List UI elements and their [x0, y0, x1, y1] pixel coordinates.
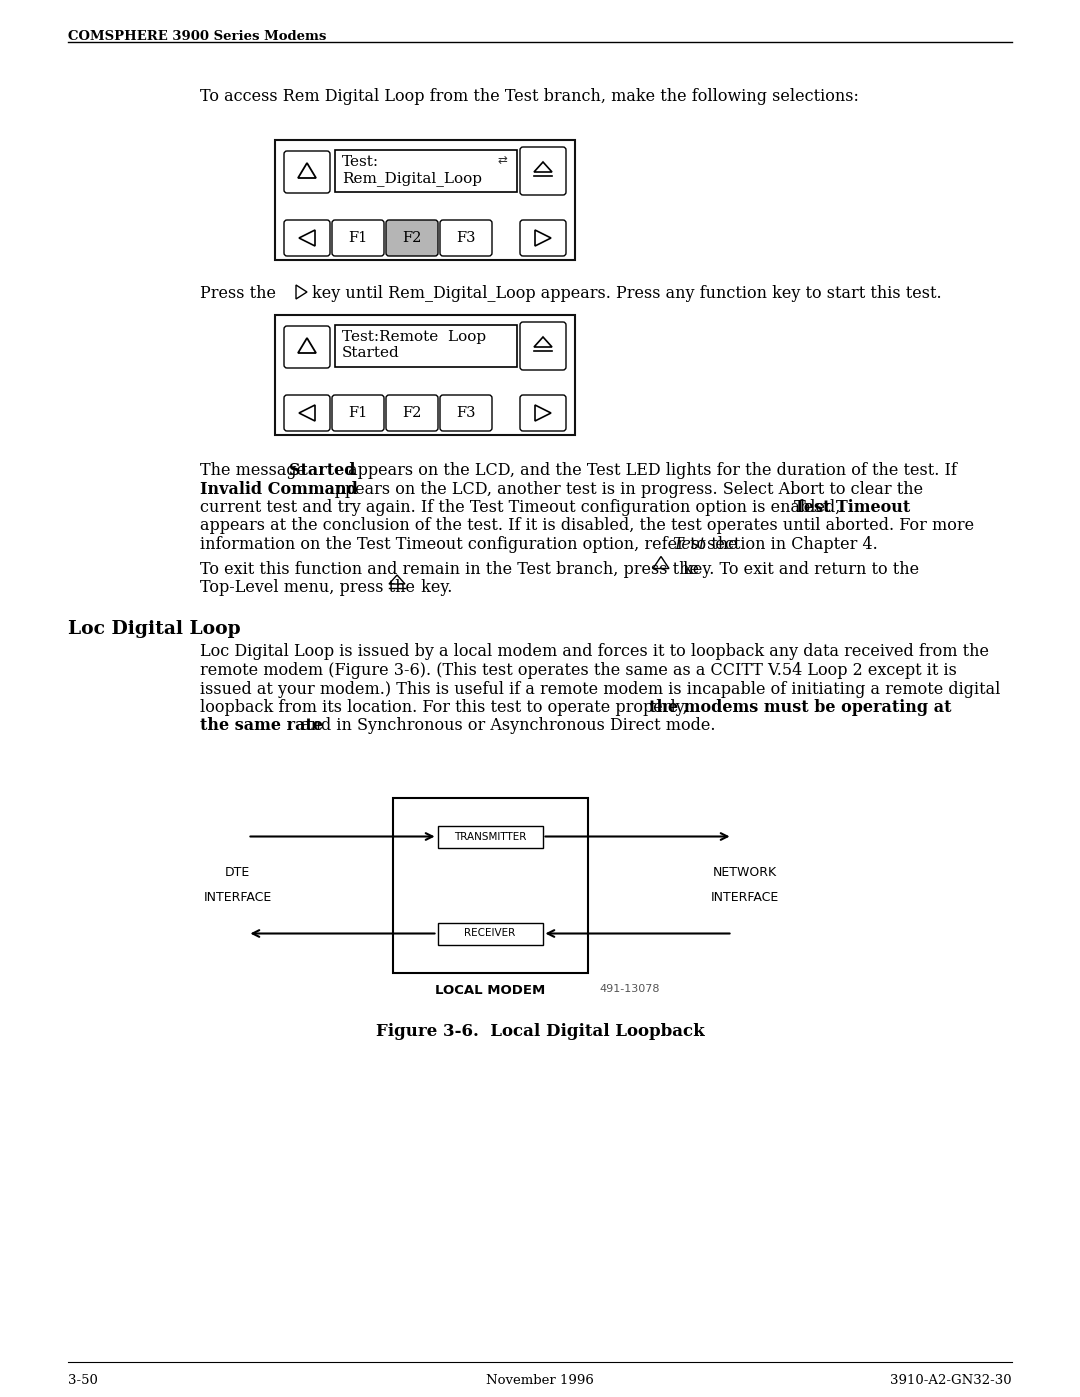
Text: F2: F2 [403, 231, 421, 244]
Text: Started: Started [289, 462, 355, 479]
Text: INTERFACE: INTERFACE [711, 891, 779, 904]
FancyBboxPatch shape [332, 395, 384, 432]
Text: November 1996: November 1996 [486, 1375, 594, 1387]
Text: key until Rem_Digital_Loop appears. Press any function key to start this test.: key until Rem_Digital_Loop appears. Pres… [312, 285, 942, 302]
Text: Started: Started [342, 346, 400, 360]
Text: F1: F1 [349, 407, 367, 420]
Text: key.: key. [416, 578, 453, 597]
Text: To exit this function and remain in the Test branch, press the: To exit this function and remain in the … [200, 560, 704, 577]
FancyBboxPatch shape [519, 219, 566, 256]
Text: current test and try again. If the Test Timeout configuration option is enabled,: current test and try again. If the Test … [200, 499, 846, 515]
FancyBboxPatch shape [437, 922, 542, 944]
FancyBboxPatch shape [284, 326, 330, 367]
Text: RECEIVER: RECEIVER [464, 929, 515, 939]
Text: ⇄: ⇄ [497, 154, 507, 168]
Text: appears on the LCD, another test is in progress. Select Abort to clear the: appears on the LCD, another test is in p… [320, 481, 923, 497]
Text: LOCAL MODEM: LOCAL MODEM [435, 985, 545, 997]
Text: To access Rem Digital Loop from the Test branch, make the following selections:: To access Rem Digital Loop from the Test… [200, 88, 859, 105]
Text: Loc Digital Loop is issued by a local modem and forces it to loopback any data r: Loc Digital Loop is issued by a local mo… [200, 644, 989, 661]
Text: appears on the LCD, and the Test LED lights for the duration of the test. If: appears on the LCD, and the Test LED lig… [343, 462, 957, 479]
Text: appears at the conclusion of the test. If it is disabled, the test operates unti: appears at the conclusion of the test. I… [200, 517, 974, 535]
Text: F3: F3 [456, 407, 476, 420]
Text: Test:: Test: [342, 155, 379, 169]
Text: 3-50: 3-50 [68, 1375, 98, 1387]
Text: Test Timeout: Test Timeout [794, 499, 910, 515]
FancyBboxPatch shape [284, 151, 330, 193]
FancyBboxPatch shape [392, 798, 588, 972]
Text: Rem_Digital_Loop: Rem_Digital_Loop [342, 170, 482, 186]
FancyBboxPatch shape [332, 219, 384, 256]
FancyBboxPatch shape [440, 219, 492, 256]
FancyBboxPatch shape [284, 395, 330, 432]
Text: key. To exit and return to the: key. To exit and return to the [678, 560, 919, 577]
Text: Loc Digital Loop: Loc Digital Loop [68, 619, 241, 637]
Text: Press the: Press the [200, 285, 276, 302]
Text: section in Chapter 4.: section in Chapter 4. [702, 536, 878, 553]
Text: the modems must be operating at: the modems must be operating at [649, 698, 951, 717]
FancyBboxPatch shape [440, 395, 492, 432]
FancyBboxPatch shape [386, 395, 438, 432]
Text: Figure 3-6.  Local Digital Loopback: Figure 3-6. Local Digital Loopback [376, 1023, 704, 1039]
Text: Test: Test [672, 536, 705, 553]
Text: and in Synchronous or Asynchronous Direct mode.: and in Synchronous or Asynchronous Direc… [296, 718, 715, 735]
FancyBboxPatch shape [437, 826, 542, 848]
Text: F3: F3 [456, 231, 476, 244]
FancyBboxPatch shape [519, 321, 566, 370]
FancyBboxPatch shape [275, 314, 575, 434]
Text: INTERFACE: INTERFACE [203, 891, 272, 904]
Text: 491-13078: 491-13078 [599, 985, 660, 995]
FancyBboxPatch shape [284, 219, 330, 256]
Text: information on the Test Timeout configuration option, refer to the: information on the Test Timeout configur… [200, 536, 743, 553]
Text: issued at your modem.) This is useful if a remote modem is incapable of initiati: issued at your modem.) This is useful if… [200, 680, 1000, 697]
Text: Top-Level menu, press the: Top-Level menu, press the [200, 578, 420, 597]
Text: Invalid Command: Invalid Command [200, 481, 357, 497]
Text: loopback from its location. For this test to operate properly,: loopback from its location. For this tes… [200, 698, 693, 717]
Text: NETWORK: NETWORK [713, 866, 777, 879]
Text: 3910-A2-GN32-30: 3910-A2-GN32-30 [890, 1375, 1012, 1387]
Text: Test:Remote  Loop: Test:Remote Loop [342, 330, 486, 344]
Text: COMSPHERE 3900 Series Modems: COMSPHERE 3900 Series Modems [68, 29, 326, 43]
FancyBboxPatch shape [386, 219, 438, 256]
Text: TRANSMITTER: TRANSMITTER [454, 831, 526, 841]
Text: the same rate: the same rate [200, 718, 323, 735]
FancyBboxPatch shape [519, 147, 566, 196]
Text: F1: F1 [349, 231, 367, 244]
Text: F2: F2 [403, 407, 421, 420]
FancyBboxPatch shape [275, 140, 575, 260]
FancyBboxPatch shape [335, 149, 517, 191]
Text: The message: The message [200, 462, 311, 479]
FancyBboxPatch shape [519, 395, 566, 432]
Text: DTE: DTE [225, 866, 251, 879]
FancyBboxPatch shape [335, 326, 517, 367]
Text: remote modem (Figure 3-6). (This test operates the same as a CCITT V.54 Loop 2 e: remote modem (Figure 3-6). (This test op… [200, 662, 957, 679]
